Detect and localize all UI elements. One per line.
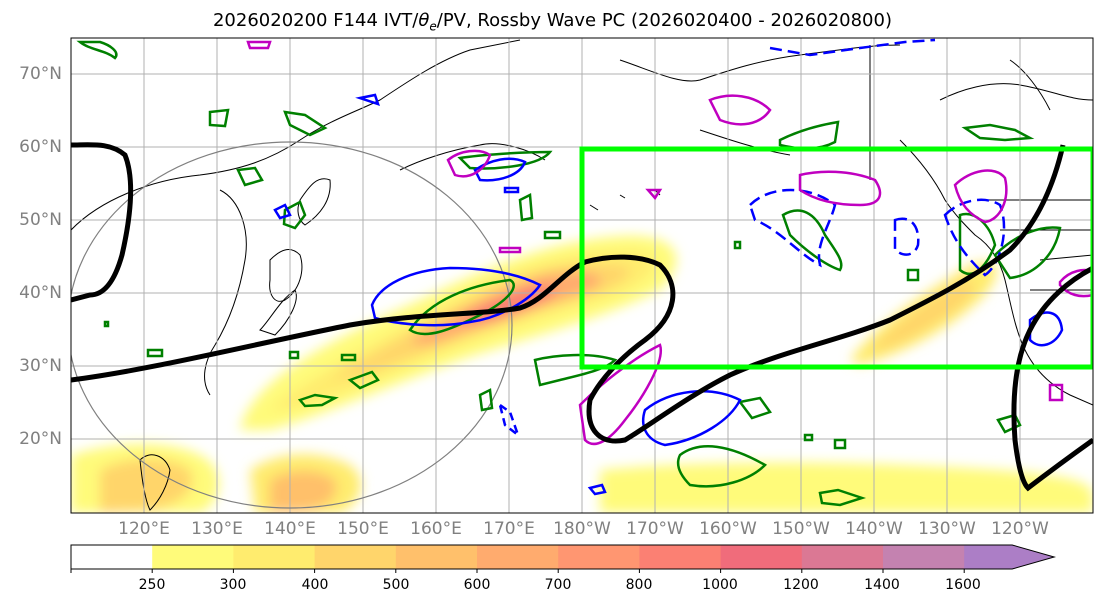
colorbar-tick-label: 1200: [783, 577, 819, 593]
lon-label-140e: 140°E: [264, 519, 316, 539]
colorbar-tick-label: 500: [382, 577, 410, 593]
plot-frame: [70, 37, 1094, 514]
lon-label-140w: 140°W: [845, 519, 903, 539]
colorbar-segment: [314, 545, 397, 569]
green-contours: [76, 40, 1062, 507]
colorbar-tick-label: 1000: [702, 577, 738, 593]
colorbar-tick-label: 800: [625, 577, 653, 593]
colorbar-segment: [883, 545, 965, 569]
lon-label-130w: 130°W: [918, 519, 976, 539]
colorbar-segment: [720, 545, 803, 569]
colorbar-outline: [70, 544, 1057, 570]
colorbar-segment: [558, 545, 640, 569]
lon-label-160w: 160°W: [699, 519, 757, 539]
colorbar-tick-label: 400: [301, 577, 329, 593]
lat-label-20n: 20°N: [19, 429, 62, 449]
colorbar-segment: [964, 545, 1055, 569]
colorbar-segment: [477, 545, 559, 569]
lat-label-40n: 40°N: [19, 283, 62, 303]
colorbar-segment: [152, 545, 234, 569]
colorbar-tick-label: 300: [219, 577, 247, 593]
range-circle: [71, 141, 513, 509]
pv-contours: [246, 40, 1093, 446]
colorbar-segment: [639, 545, 722, 569]
lon-label-150e: 150°E: [337, 519, 389, 539]
lon-label-120e: 120°E: [118, 519, 170, 539]
colorbar-tick-label: 250: [138, 577, 166, 593]
lon-label-130e: 130°E: [191, 519, 243, 539]
lon-label-150w: 150°W: [772, 519, 830, 539]
lon-label-170w: 170°W: [626, 519, 684, 539]
rossby-wave-focus-box: [579, 146, 1093, 370]
colorbar-tick-label: 1400: [864, 577, 900, 593]
lon-label-160e: 160°E: [410, 519, 462, 539]
colorbar: [70, 544, 1057, 573]
lon-label-180w: 180°W: [553, 519, 611, 539]
theta-e-contours: [273, 38, 1064, 496]
lon-label-120w: 120°W: [991, 519, 1049, 539]
colorbar-segment: [71, 545, 153, 569]
colorbar-segment: [395, 545, 478, 569]
lat-label-50n: 50°N: [19, 210, 62, 230]
map-title: 2026020200 F144 IVT/θe/PV, Rossby Wave P…: [212, 10, 892, 34]
lon-label-170e: 170°E: [483, 519, 535, 539]
colorbar-tick-label: 1600: [945, 577, 981, 593]
lat-label-70n: 70°N: [19, 64, 62, 84]
colorbar-segment: [233, 545, 316, 569]
lat-label-30n: 30°N: [19, 356, 62, 376]
lat-label-60n: 60°N: [19, 137, 62, 157]
colorbar-segment: [801, 545, 884, 569]
colorbar-tick-label: 700: [544, 577, 572, 593]
colorbar-tick-label: 600: [463, 577, 491, 593]
